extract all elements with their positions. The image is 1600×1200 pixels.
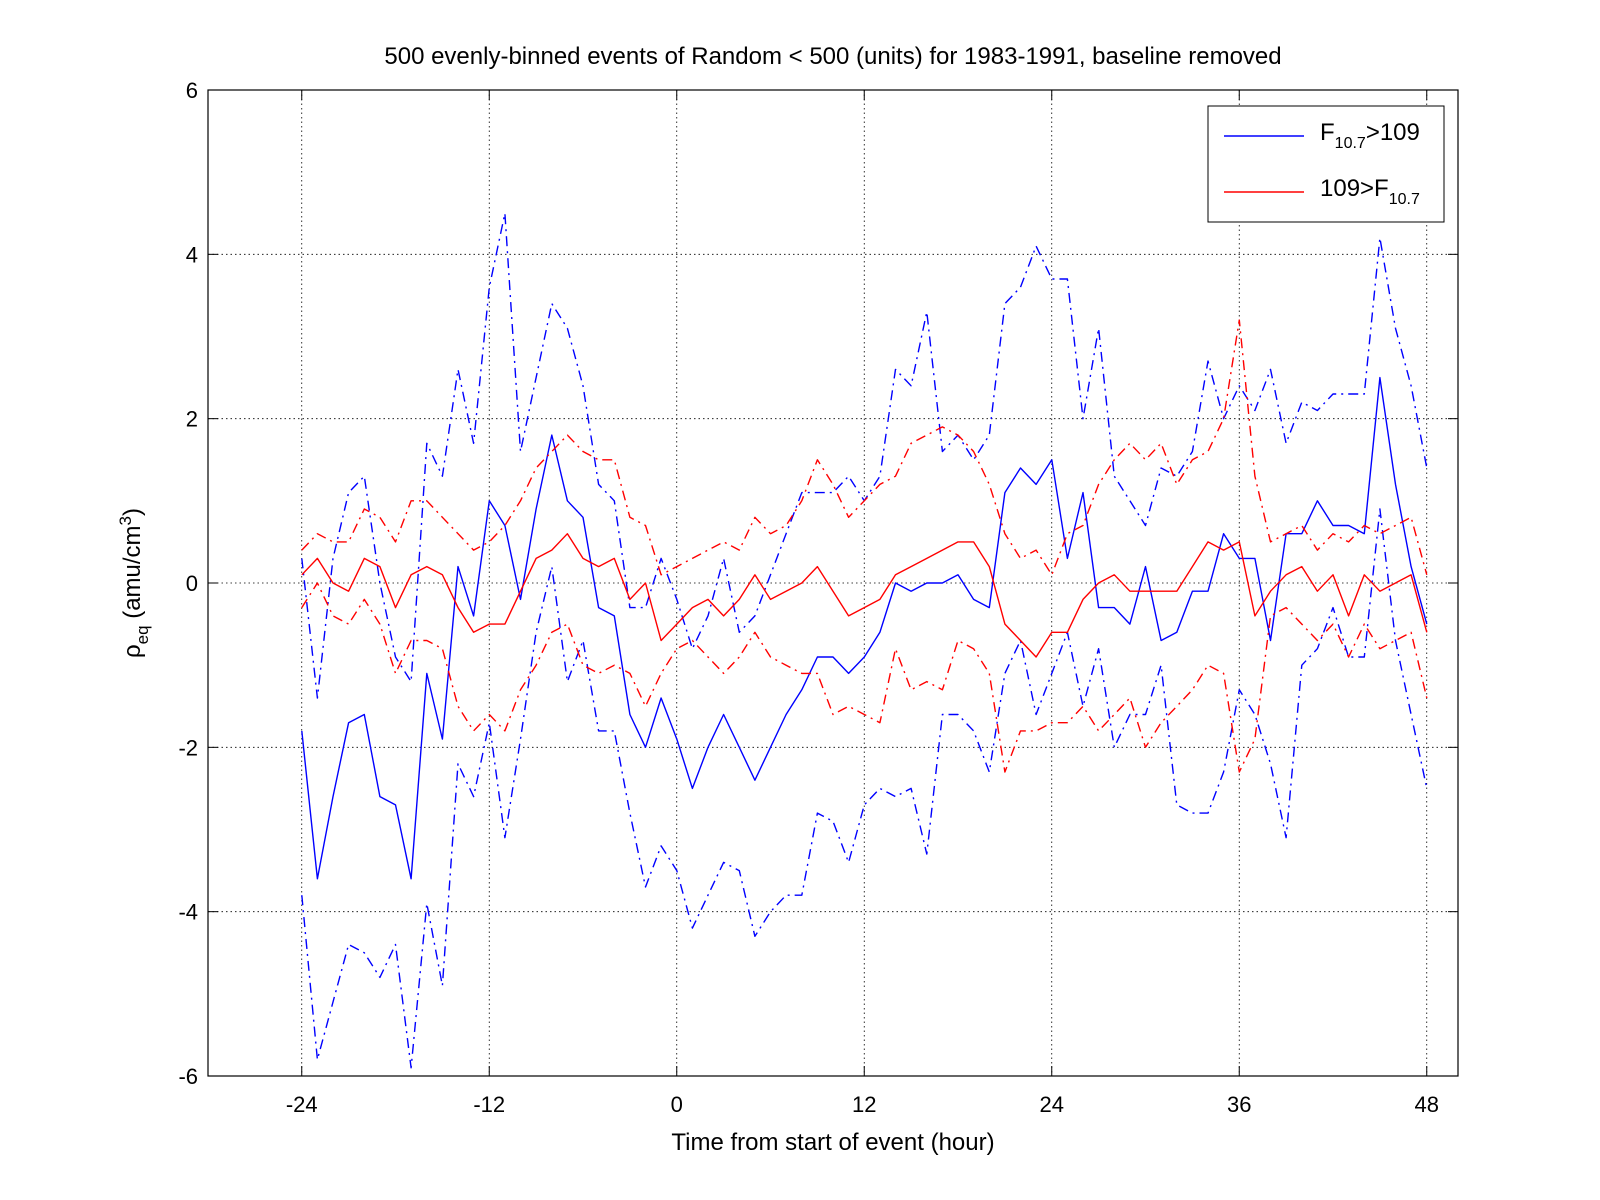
x-tick-label: 24	[1040, 1092, 1064, 1117]
x-tick-label: 36	[1227, 1092, 1251, 1117]
grid	[208, 89, 1458, 1077]
series-line-5-bound	[301, 582, 1428, 773]
legend-entry-blue-pre: F	[1320, 119, 1335, 146]
y-tick-label: 0	[186, 571, 198, 596]
series-line-0-mean	[301, 376, 1428, 880]
series-line-3-mean	[301, 533, 1428, 658]
legend-entry-blue: F10.7>109	[1320, 119, 1420, 152]
legend-entry-blue-post: >109	[1366, 119, 1420, 146]
y-tick-label: -4	[178, 900, 198, 925]
y-axis-superscript: 3	[116, 516, 135, 525]
y-axis-symbol: ρ	[119, 644, 146, 658]
y-tick-label: 6	[186, 78, 198, 103]
legend-entry-red-sub: 10.7	[1389, 191, 1420, 208]
x-tick-label: -12	[473, 1092, 505, 1117]
legend: F10.7>109 109>F10.7	[1207, 105, 1445, 223]
y-axis-unit-close: )	[119, 508, 146, 516]
y-tick-label: 2	[186, 407, 198, 432]
y-axis-title: ρeq (amu/cm3)	[116, 508, 152, 658]
y-tick-label: -6	[178, 1064, 198, 1089]
x-tick-label: 0	[671, 1092, 683, 1117]
legend-entry-red: 109>F10.7	[1320, 175, 1420, 208]
y-tick-label: -2	[178, 735, 198, 760]
series-line-2-bound	[301, 508, 1428, 1069]
series-line-4-bound	[301, 319, 1428, 576]
series-layer	[301, 212, 1428, 1069]
y-axis-subscript: eq	[133, 625, 152, 644]
x-tick-label: 12	[852, 1092, 876, 1117]
y-axis-unit: (amu/cm	[119, 525, 146, 625]
legend-entry-blue-sub: 10.7	[1335, 135, 1366, 152]
legend-entry-red-pre: 109>F	[1320, 175, 1389, 202]
x-tick-label: -24	[286, 1092, 318, 1117]
y-tick-label: 4	[186, 242, 198, 267]
x-tick-label: 48	[1415, 1092, 1439, 1117]
legend-box	[1207, 105, 1445, 223]
x-axis-title: Time from start of event (hour)	[671, 1129, 994, 1156]
chart-title: 500 evenly-binned events of Random < 500…	[384, 43, 1281, 70]
